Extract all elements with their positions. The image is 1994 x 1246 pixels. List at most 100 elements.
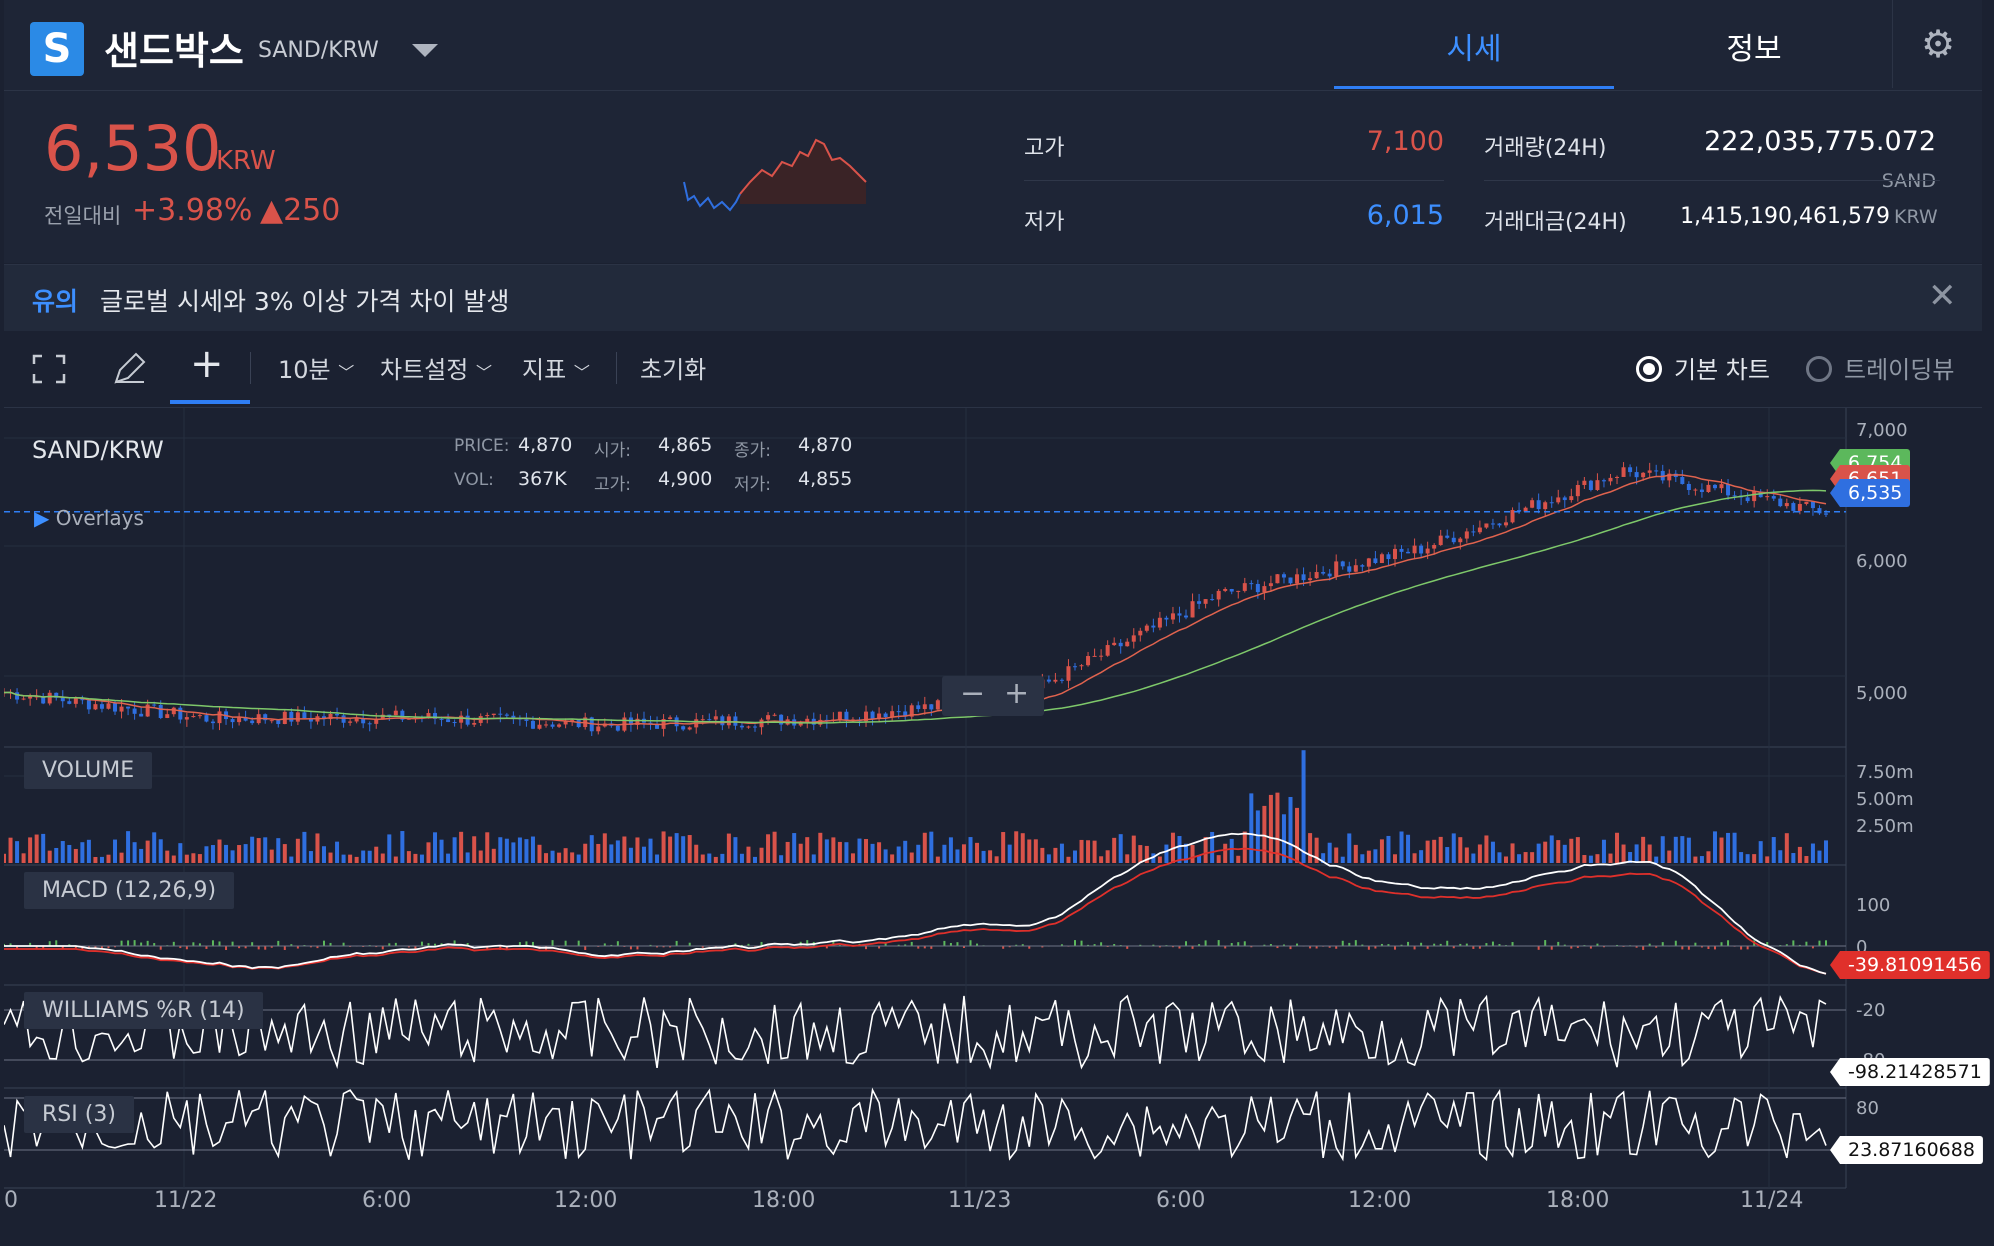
- volume-bar: [981, 850, 986, 863]
- volume-bar: [1040, 847, 1045, 863]
- volume-bar: [393, 856, 398, 863]
- candle-body: [1778, 498, 1783, 507]
- volume-bar: [1575, 837, 1580, 863]
- volume-bar: [1079, 839, 1084, 863]
- volume-bar: [635, 837, 640, 863]
- macd-histogram-bar: [949, 942, 952, 946]
- williams-line: [4, 994, 1827, 1070]
- volume-bar: [570, 852, 575, 863]
- zoom-out-icon[interactable]: −: [960, 676, 986, 711]
- volume-bar: [191, 853, 196, 863]
- price-chart[interactable]: [4, 408, 1982, 1246]
- williams-panel-label[interactable]: WILLIAMS %R (14): [24, 992, 263, 1029]
- interval-dropdown[interactable]: 10분 ﹀: [278, 350, 354, 385]
- volume-bar: [126, 831, 131, 863]
- macd-histogram-bar: [87, 946, 90, 948]
- overlays-toggle[interactable]: ▶ Overlays: [34, 506, 144, 530]
- candle-body: [1595, 480, 1600, 490]
- volume-bar: [178, 843, 183, 863]
- volume-bar: [224, 844, 229, 863]
- macd-histogram-bar: [114, 946, 117, 948]
- candle-body: [1419, 545, 1424, 554]
- fullscreen-icon[interactable]: [32, 354, 66, 384]
- candle-body: [1712, 484, 1717, 489]
- candle-body: [1582, 480, 1587, 486]
- volume-bar: [694, 844, 699, 863]
- macd-histogram-bar: [453, 940, 456, 946]
- candle-body: [530, 720, 535, 729]
- macd-panel-label[interactable]: MACD (12,26,9): [24, 872, 235, 909]
- chart-settings-dropdown[interactable]: 차트설정 ﹀: [380, 350, 492, 385]
- macd-histogram-bar: [629, 946, 632, 950]
- candle-body: [1281, 574, 1286, 578]
- candle-body: [864, 711, 869, 722]
- macd-histogram-bar: [1746, 946, 1749, 950]
- coin-name[interactable]: 샌드박스: [104, 29, 244, 73]
- volume-bar: [779, 855, 784, 863]
- macd-histogram-bar: [277, 940, 280, 946]
- volume-bar: [903, 840, 908, 863]
- candle-body: [34, 696, 39, 698]
- indicators-dropdown[interactable]: 지표 ﹀: [522, 350, 590, 385]
- macd-histogram-bar: [878, 946, 881, 949]
- macd-histogram-bar: [904, 944, 907, 946]
- crosshair-icon[interactable]: +: [190, 341, 224, 387]
- candle-body: [341, 715, 346, 723]
- volume-bar: [1373, 849, 1378, 863]
- close-icon[interactable]: ✕: [1928, 276, 1957, 316]
- volume-bar: [1615, 832, 1620, 863]
- candle-body: [1334, 561, 1339, 577]
- candle-body: [596, 726, 601, 732]
- rsi-panel-label[interactable]: RSI (3): [24, 1096, 134, 1133]
- candle-body: [1425, 548, 1430, 554]
- candle-body: [1216, 590, 1221, 600]
- volume-panel-label[interactable]: VOLUME: [24, 752, 153, 789]
- macd-histogram-bar: [1589, 946, 1592, 949]
- volume-bar: [1824, 840, 1828, 863]
- volume-bar: [1530, 852, 1535, 863]
- time-tick: 12:00: [554, 1188, 618, 1213]
- volume-bar: [1190, 845, 1195, 863]
- pair-label[interactable]: SAND/KRW: [258, 38, 379, 63]
- volume-bar: [948, 837, 953, 863]
- basic-chart-label[interactable]: 기본 차트: [1674, 356, 1770, 384]
- candle-body: [295, 712, 300, 722]
- reset-button[interactable]: 초기화: [640, 356, 707, 384]
- volume-bar: [54, 847, 59, 863]
- candle-body: [1105, 645, 1110, 656]
- radio-basic-chart[interactable]: [1636, 356, 1662, 382]
- candle-body: [648, 722, 653, 725]
- volume-bar: [1308, 833, 1313, 863]
- candle-body: [1549, 502, 1554, 504]
- volume-bar: [785, 841, 790, 863]
- gear-icon[interactable]: ⚙: [1892, 0, 1983, 88]
- candle-body: [550, 724, 555, 727]
- zoom-in-icon[interactable]: +: [1004, 676, 1030, 711]
- macd-histogram-bar: [754, 946, 757, 948]
- volume-bar: [1673, 836, 1678, 863]
- tab-info[interactable]: 정보: [1726, 32, 1782, 67]
- pencil-icon[interactable]: [112, 352, 146, 386]
- tab-price[interactable]: 시세: [1446, 32, 1502, 67]
- time-tick: 6:00: [1156, 1188, 1206, 1213]
- volume-bar: [1020, 833, 1025, 863]
- volume-bar: [1125, 854, 1130, 863]
- volume-bar: [1007, 844, 1012, 863]
- candle-body: [73, 697, 78, 704]
- volume-bar: [426, 842, 431, 863]
- macd-histogram-bar: [1655, 946, 1658, 948]
- volume-bar: [1027, 839, 1032, 863]
- macd-histogram-bar: [427, 943, 430, 946]
- candle-body: [302, 712, 307, 719]
- radio-tradingview[interactable]: [1806, 356, 1832, 382]
- volume-bar: [1216, 855, 1221, 863]
- volume-bar: [1654, 856, 1659, 863]
- tradingview-label[interactable]: 트레이딩뷰: [1844, 356, 1955, 384]
- volume-bar: [1366, 850, 1371, 863]
- chevron-down-icon[interactable]: [412, 44, 438, 57]
- candle-body: [1451, 537, 1456, 543]
- volume-bar: [955, 849, 960, 863]
- volume-bar: [890, 854, 895, 863]
- volume-bar: [1066, 856, 1071, 863]
- candle-body: [707, 719, 712, 721]
